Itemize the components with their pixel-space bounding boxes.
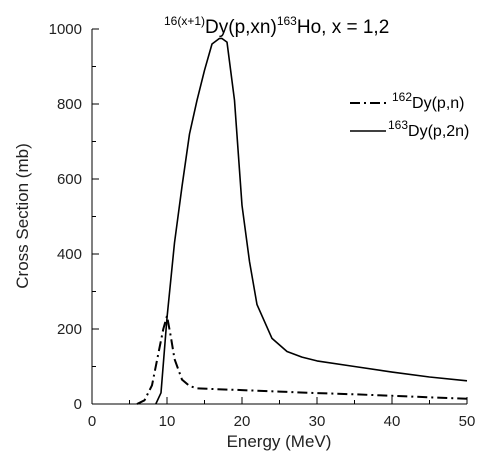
x-tick-label: 0 (88, 413, 96, 430)
title-text-1: Dy(p,xn) (205, 17, 277, 38)
y-tick-label: 200 (57, 321, 82, 338)
y-tick-label: 400 (57, 246, 82, 263)
series-line-163dy-p2n (155, 37, 468, 405)
title-superscript-1: 16(x+1) (164, 14, 205, 28)
legend: 162Dy(p,n) 163Dy(p,2n) (350, 90, 469, 140)
x-axis-label: Energy (MeV) (227, 432, 332, 451)
series-line-162dy-pn (136, 314, 468, 405)
y-axis-label: Cross Section (mb) (13, 143, 32, 288)
y-tick-label: 1000 (49, 21, 82, 38)
chart-title: 16(x+1)Dy(p,xn)163Ho, x = 1,2 (164, 14, 389, 38)
x-tick-label: 40 (384, 413, 401, 430)
legend-label-162dy-pn: 162Dy(p,n) (392, 90, 464, 112)
legend-label-163dy-p2n: 163Dy(p,2n) (388, 118, 469, 140)
x-tick-label: 50 (459, 413, 476, 430)
x-tick-label: 10 (159, 413, 176, 430)
x-tick-label: 20 (234, 413, 251, 430)
y-tick-label: 0 (74, 396, 82, 413)
plot-area: 0 200 400 600 800 1000 0 10 20 30 40 50 (49, 21, 476, 430)
y-tick-label: 600 (57, 171, 82, 188)
title-text-2: Ho, x = 1,2 (297, 17, 389, 38)
title-superscript-2: 163 (277, 14, 297, 28)
x-tick-label: 30 (309, 413, 326, 430)
y-tick-label: 800 (57, 96, 82, 113)
